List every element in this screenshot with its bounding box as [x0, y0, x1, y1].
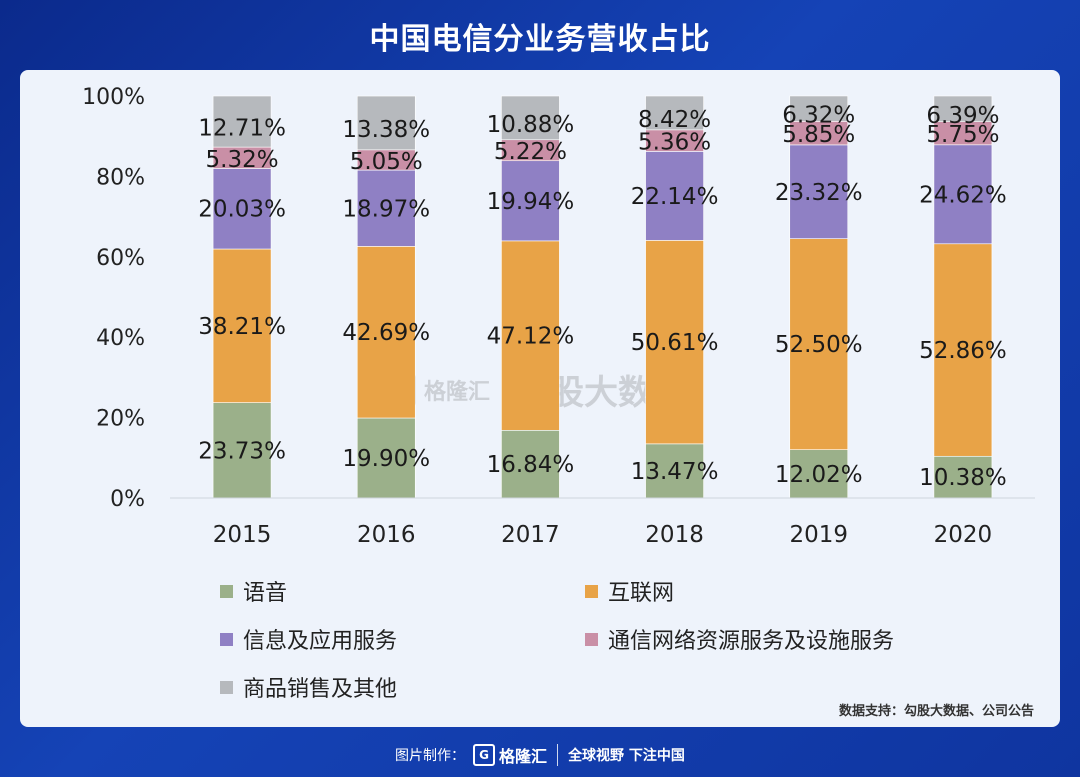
- source-note: 数据支持：勾股大数据、公司公告: [838, 704, 1034, 719]
- data-label: 22.14%: [631, 184, 719, 210]
- data-label: 12.02%: [775, 462, 863, 488]
- bar-segment: [645, 240, 704, 445]
- y-tick-label: 60%: [96, 246, 145, 271]
- bar-segment: [501, 240, 560, 431]
- y-tick-label: 40%: [96, 326, 145, 351]
- bar-segment: [356, 417, 416, 499]
- data-label: 6.39%: [926, 103, 999, 129]
- legend-label: 语音: [243, 581, 288, 606]
- legend-swatch: [220, 680, 233, 694]
- x-tick-label: 2015: [213, 522, 272, 548]
- data-label: 13.38%: [342, 117, 430, 143]
- data-label: 5.22%: [494, 139, 567, 165]
- y-tick-label: 20%: [96, 407, 145, 432]
- bar-segment: [356, 95, 416, 151]
- data-label: 5.75%: [926, 122, 999, 148]
- bar-segment: [356, 169, 416, 247]
- x-tick-label: 2016: [357, 522, 416, 548]
- bar-segment: [933, 144, 993, 245]
- data-label: 10.88%: [487, 112, 575, 138]
- data-label: 10.38%: [919, 465, 1007, 491]
- data-label: 23.73%: [198, 438, 286, 464]
- data-label: 5.32%: [206, 147, 279, 173]
- data-label: 5.36%: [638, 130, 711, 156]
- legend-item: 语音: [220, 575, 287, 607]
- bar-segment: [501, 95, 560, 141]
- data-label: 23.32%: [775, 180, 863, 206]
- stacked-bar-chart: 0% 20% 40% 60% 80% 100% 23.73% 38.21% 20.03% 5.32…: [82, 85, 1035, 548]
- data-label: 50.61%: [631, 330, 719, 356]
- chart-title: 中国电信分业务营收占比: [369, 22, 711, 57]
- bar-segment: [933, 243, 993, 457]
- legend-label: 互联网: [608, 581, 675, 606]
- bar-segment: [789, 238, 849, 450]
- legend-label: 通信网络资源服务及设施服务: [608, 629, 895, 654]
- y-tick-label: 0%: [110, 487, 145, 512]
- data-label: 6.32%: [782, 103, 855, 129]
- data-label: 19.94%: [487, 189, 575, 215]
- x-tick-label: 2019: [789, 522, 848, 548]
- data-label: 38.21%: [198, 314, 286, 340]
- bar-segment: [645, 95, 704, 131]
- legend-item: 信息及应用服务: [220, 623, 397, 655]
- legend-swatch: [585, 584, 598, 598]
- legend-swatch: [220, 584, 233, 598]
- x-tick-label: 2018: [645, 522, 704, 548]
- chart-panel: G 格隆汇 勾股大数据 0%20%40%60%80%100%23.73%38.2…: [20, 70, 1060, 727]
- footer-made-by: 图片制作：: [395, 748, 466, 764]
- bar-segment: [501, 430, 560, 499]
- data-label: 42.69%: [342, 320, 430, 346]
- legend-swatch: [585, 632, 598, 646]
- bar-segment: [933, 95, 993, 122]
- bar-segment: [645, 151, 704, 241]
- x-tick-label: 2020: [934, 522, 993, 548]
- footer-divider: [557, 744, 559, 766]
- data-label: 52.86%: [919, 338, 1007, 364]
- legend-item: 商品销售及其他: [220, 671, 397, 703]
- data-label: 8.42%: [638, 107, 711, 133]
- footer-logo: G 格隆汇: [473, 743, 547, 767]
- legend-item: 通信网络资源服务及设施服务: [585, 623, 894, 655]
- footer-brand: 格隆汇: [499, 747, 548, 766]
- data-label: 52.50%: [775, 332, 863, 358]
- x-tick-label: 2017: [501, 522, 560, 548]
- footer-logo-icon: G: [473, 744, 496, 766]
- data-label: 24.62%: [919, 182, 1007, 208]
- legend-swatch: [220, 632, 233, 646]
- bar-segment: [212, 95, 272, 148]
- bar-segment: [789, 95, 849, 122]
- data-label: 12.71%: [198, 116, 286, 142]
- footer-slogan: 全球视野 下注中国: [568, 748, 685, 764]
- legend-item: 互联网: [585, 575, 674, 607]
- data-label: 47.12%: [487, 324, 575, 350]
- data-label: 16.84%: [487, 452, 575, 478]
- data-label: 20.03%: [198, 197, 286, 223]
- legend-label: 商品销售及其他: [243, 677, 398, 702]
- footer: 图片制作： G 格隆汇 全球视野 下注中国: [0, 738, 1080, 772]
- watermark-brand: 格隆汇: [424, 379, 491, 405]
- data-label: 5.85%: [782, 122, 855, 148]
- legend-label: 信息及应用服务: [243, 629, 398, 654]
- data-label: 19.90%: [342, 446, 430, 472]
- bar-segment: [501, 160, 560, 242]
- bar-segment: [933, 455, 993, 499]
- y-tick-label: 80%: [96, 165, 145, 190]
- y-tick-label: 100%: [82, 85, 145, 110]
- data-label: 18.97%: [342, 196, 430, 222]
- data-label: 5.05%: [350, 149, 423, 175]
- data-label: 13.47%: [631, 459, 719, 485]
